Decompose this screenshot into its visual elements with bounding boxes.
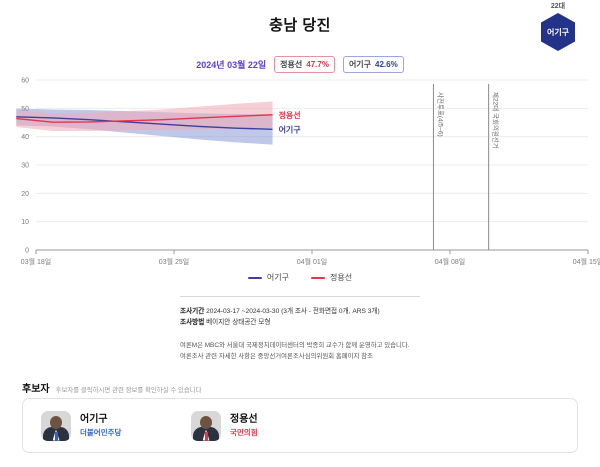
note-survey-method-label: 조사방법 [180, 319, 205, 326]
candidate-party: 더불어민주당 [80, 427, 122, 437]
svg-text:10: 10 [21, 219, 29, 226]
legend-color-swatch [311, 276, 325, 279]
avatar [41, 410, 71, 441]
svg-text:04월 08일: 04월 08일 [435, 257, 465, 266]
candidate-card-1[interactable]: 정용선 국민의힘 [173, 410, 323, 441]
candidates-subtext: 후보자를 클릭하시면 관련 정보를 확인하실 수 있습니다 [55, 387, 202, 394]
legend-item-0[interactable]: 어기구 [247, 272, 289, 283]
candidate-name: 정용선 [230, 413, 258, 425]
result-pill-1[interactable]: 정용선 47.7% [274, 56, 335, 73]
notes-divider [180, 296, 420, 297]
note-survey-period-label: 조사기간 [180, 308, 205, 315]
svg-text:정용선: 정용선 [279, 110, 301, 120]
candidates-list: 어기구 더불어민주당 정용선 국민의힘 [22, 398, 578, 453]
note-operator: 여론M은 MBC와 서울대 국제정치데이터센터의 박종희 교수가 함께 운영하고… [180, 342, 410, 349]
svg-text:30: 30 [21, 163, 29, 170]
candidate-party: 국민의힘 [230, 427, 258, 437]
result-pill-1-name: 정용선 [280, 60, 303, 69]
note-survey-method: 조사방법 베이지안 상태공간 모형 [180, 317, 420, 328]
hexagon-badge-icon: 어기구 [541, 13, 575, 51]
footnotes: 조사기간 2024-03-17 ~2024-03-30 (3개 조사 - 전화면… [0, 296, 600, 362]
candidates-heading-row: 후보자 후보자를 클릭하시면 관련 정보를 확인하실 수 있습니다 [22, 380, 202, 395]
candidates-heading: 후보자 [22, 384, 50, 395]
svg-text:20: 20 [21, 191, 29, 198]
result-pill-1-value: 47.7% [306, 60, 329, 69]
legend-label: 정용선 [330, 273, 353, 282]
svg-text:사전투표(4/5~6): 사전투표(4/5~6) [436, 92, 445, 137]
candidate-name: 어기구 [80, 413, 108, 425]
result-pill-2-value: 42.6% [375, 60, 398, 69]
page-title: 충남 당진 [269, 17, 331, 34]
avatar [191, 410, 221, 441]
svg-text:03월 18일: 03월 18일 [21, 257, 51, 266]
svg-text:60: 60 [21, 78, 29, 85]
svg-text:03월 25일: 03월 25일 [159, 257, 189, 266]
note-survey-method-text: 베이지안 상태공간 모형 [206, 319, 271, 326]
svg-text:제22대 국회의원선거: 제22대 국회의원선거 [492, 92, 501, 149]
note-survey-period: 조사기간 2024-03-17 ~2024-03-30 (3개 조사 - 전화면… [180, 306, 420, 317]
svg-text:04월 01일: 04월 01일 [297, 257, 327, 266]
note-survey-period-text: 2024-03-17 ~2024-03-30 (3개 조사 - 전화면접 0개,… [206, 308, 380, 315]
result-pill-2[interactable]: 어기구 42.6% [342, 56, 404, 73]
svg-text:어기구: 어기구 [279, 124, 302, 134]
result-pill-2-name: 어기구 [348, 60, 372, 69]
chart-legend: 어기구 정용선 [0, 272, 600, 283]
logo-caption: 22대 [550, 3, 566, 10]
legend-item-1[interactable]: 정용선 [311, 272, 352, 283]
svg-text:0: 0 [25, 248, 29, 255]
poll-date: 2024년 03월 22일 [196, 60, 267, 70]
subheader-row: 2024년 03월 22일 정용선 47.7% 어기구 42.6% [0, 56, 600, 73]
legend-color-swatch [247, 276, 262, 279]
svg-text:04월 15일: 04월 15일 [573, 257, 600, 266]
candidate-card-0[interactable]: 어기구 더불어민주당 [23, 410, 173, 441]
legend-label: 어기구 [266, 273, 289, 282]
election-logo: 22대 어기구 [530, 2, 586, 51]
note-reference: 여론조사 관련 자세한 사항은 중앙선거여론조사심의위원회 홈페이지 참조 [180, 353, 373, 360]
svg-text:40: 40 [21, 134, 29, 141]
logo-label: 어기구 [546, 27, 570, 37]
